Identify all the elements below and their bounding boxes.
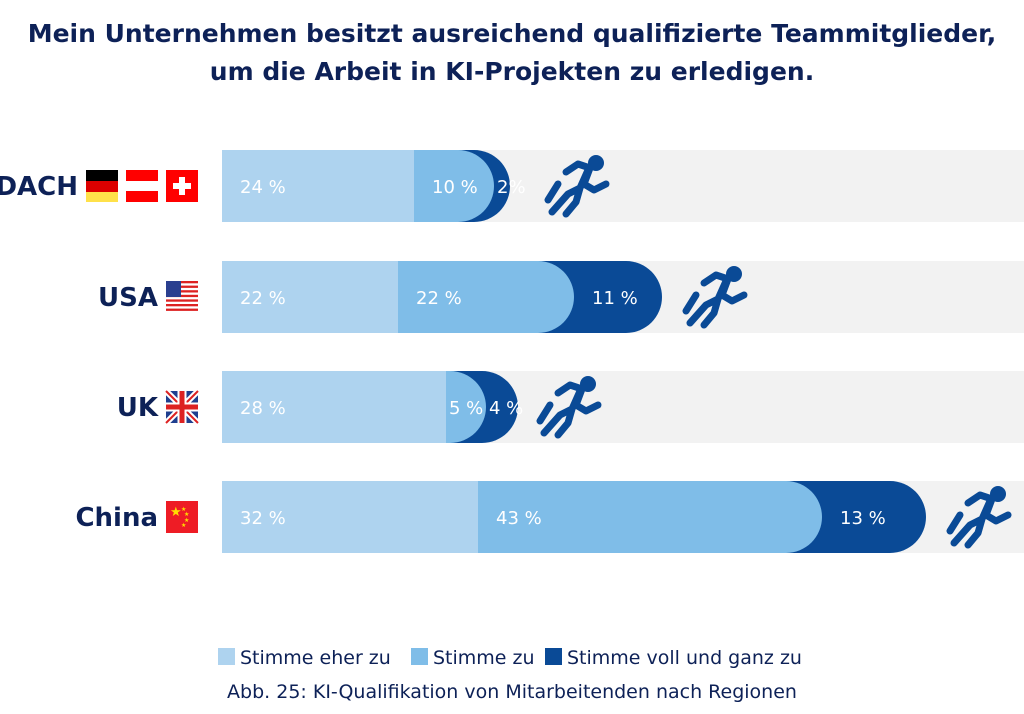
chart-caption: Abb. 25: KI-Qualifikation von Mitarbeite… [227,681,797,703]
legend-label: Stimme zu [433,647,535,669]
legend-swatch [411,648,428,665]
data-label: 22 % [416,288,462,309]
runner-icon [682,266,748,329]
usa-flag [166,281,198,313]
data-label: 32 % [240,508,286,529]
category-label: USA [98,283,158,313]
category-label: DACH [0,172,78,202]
legend-item: Stimme eher zu [218,647,391,669]
china-flag: ★ ★★★★ [166,501,198,533]
data-label: 13 % [840,508,886,529]
data-label: 2% [497,177,526,198]
chart-title-line-1: Mein Unternehmen besitzt ausreichend qua… [28,19,997,48]
bar-row-dach: DACH 24 % 10 % 2% [0,150,1024,222]
data-label: 11 % [592,288,638,309]
bar-row-usa: USA 22 % 22 % 11 % [98,261,1024,333]
svg-text:★: ★ [184,517,189,524]
data-label: 43 % [496,508,542,529]
bar-segment-stimme-eher-zu [222,481,478,553]
svg-text:★: ★ [181,522,186,529]
uk-flag [163,388,201,426]
svg-text:★: ★ [170,505,182,520]
svg-text:★: ★ [184,511,189,518]
bar-row-china: China ★ ★★★★ 32 % 43 % 13 % [75,481,1024,553]
svg-text:★: ★ [181,506,186,513]
bar-segment-stimme-eher-zu [222,261,398,333]
legend-item: Stimme voll und ganz zu [545,647,802,669]
switzerland-flag [166,170,198,202]
legend-label: Stimme voll und ganz zu [567,647,802,669]
legend-swatch [218,648,235,665]
legend-item: Stimme zu [411,647,535,669]
data-label: 24 % [240,177,286,198]
category-label: China [75,503,158,533]
runner-icon [536,376,602,439]
bar-segment-stimme-eher-zu [222,150,414,222]
category-label: UK [117,393,159,423]
legend: Stimme eher zu Stimme zu Stimme voll und g… [218,647,802,669]
legend-label: Stimme eher zu [240,647,391,669]
runner-icon [544,155,610,218]
bar-segment-stimme-eher-zu [222,371,446,443]
data-label: 5 % [449,398,483,419]
chart-title-line-2: um die Arbeit in KI-Projekten zu erledig… [210,57,814,86]
legend-swatch [545,648,562,665]
data-label: 4 % [489,398,523,419]
runner-icon [946,486,1012,549]
data-label: 28 % [240,398,286,419]
germany-flag [86,170,118,202]
data-label: 22 % [240,288,286,309]
data-label: 10 % [432,177,478,198]
bar-row-uk: UK 28 % 5 % 4 % [117,371,1024,443]
austria-flag [126,170,158,202]
